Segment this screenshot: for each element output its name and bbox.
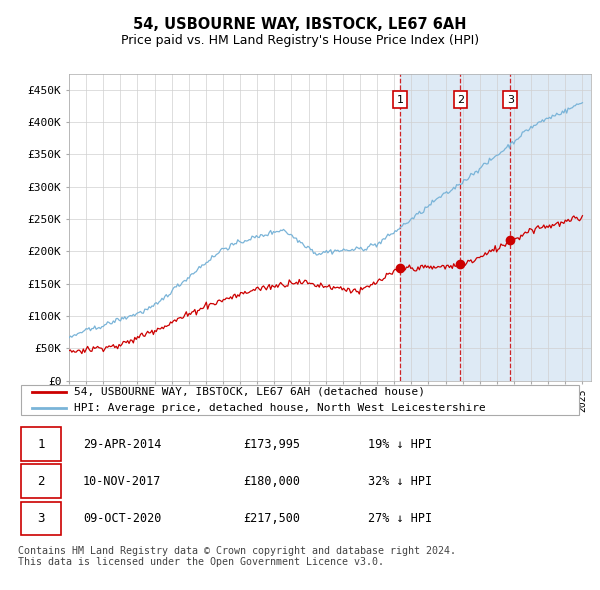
Text: 10-NOV-2017: 10-NOV-2017 [83, 475, 161, 488]
Text: £180,000: £180,000 [244, 475, 301, 488]
Text: 3: 3 [507, 95, 514, 105]
Text: £217,500: £217,500 [244, 512, 301, 525]
Text: 54, USBOURNE WAY, IBSTOCK, LE67 6AH: 54, USBOURNE WAY, IBSTOCK, LE67 6AH [133, 17, 467, 32]
Text: £173,995: £173,995 [244, 438, 301, 451]
Text: 29-APR-2014: 29-APR-2014 [83, 438, 161, 451]
Text: 19% ↓ HPI: 19% ↓ HPI [368, 438, 432, 451]
Text: 3: 3 [37, 512, 45, 525]
Text: 1: 1 [37, 438, 45, 451]
FancyBboxPatch shape [21, 464, 61, 498]
Text: 2: 2 [457, 95, 464, 105]
FancyBboxPatch shape [21, 502, 61, 535]
Text: 27% ↓ HPI: 27% ↓ HPI [368, 512, 432, 525]
Text: HPI: Average price, detached house, North West Leicestershire: HPI: Average price, detached house, Nort… [74, 402, 486, 412]
FancyBboxPatch shape [21, 385, 579, 415]
Bar [400, 74, 600, 381]
Text: 09-OCT-2020: 09-OCT-2020 [83, 512, 161, 525]
Text: 54, USBOURNE WAY, IBSTOCK, LE67 6AH (detached house): 54, USBOURNE WAY, IBSTOCK, LE67 6AH (det… [74, 387, 425, 397]
FancyBboxPatch shape [21, 427, 61, 461]
Text: Contains HM Land Registry data © Crown copyright and database right 2024.
This d: Contains HM Land Registry data © Crown c… [18, 546, 456, 568]
Text: 2: 2 [37, 475, 45, 488]
Text: Price paid vs. HM Land Registry's House Price Index (HPI): Price paid vs. HM Land Registry's House … [121, 34, 479, 47]
Text: 32% ↓ HPI: 32% ↓ HPI [368, 475, 432, 488]
Text: 1: 1 [397, 95, 403, 105]
